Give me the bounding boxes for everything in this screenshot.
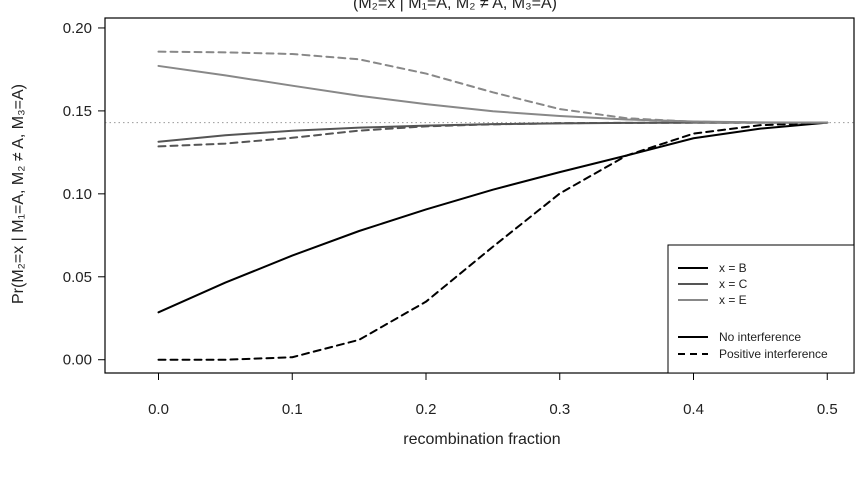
chart-title: (M₂=x | M₁=A, M₂ ≠ A, M₃=A) (353, 0, 557, 12)
series-line-2 (157, 121, 829, 143)
x-tick-label: 0.4 (683, 401, 704, 418)
y-tick-label: 0.15 (63, 103, 92, 120)
legend-label: x = B (719, 261, 747, 275)
x-axis-title: recombination fraction (403, 431, 560, 448)
x-tick-label: 0.0 (148, 401, 169, 418)
series-line-0 (157, 121, 829, 314)
series-layer (157, 50, 829, 361)
x-axis: 0.0 0.1 0.2 0.3 0.4 0.5 (148, 372, 838, 418)
y-tick-label: 0.10 (63, 186, 92, 203)
series-line-3 (157, 121, 829, 148)
legend: x = B x = C x = E No interference Positive i… (667, 244, 855, 374)
x-tick-label: 0.5 (817, 401, 838, 418)
x-tick-label: 0.2 (416, 401, 437, 418)
series-line-5 (157, 50, 829, 124)
legend-label: x = E (719, 293, 747, 307)
legend-label: No interference (719, 330, 801, 344)
y-axis-title: Pr(M₂=x | M₁=A, M₂ ≠ A, M₃=A) (10, 84, 27, 304)
series-line-1 (157, 121, 829, 361)
y-tick-label: 0.05 (63, 269, 92, 286)
legend-label: x = C (719, 277, 748, 291)
legend-label: Positive interference (719, 347, 828, 361)
chart-title-fragment: (M₂=x | M₁=A, M₂ ≠ A, M₃=A) (353, 0, 557, 12)
y-axis: 0.00 0.05 0.10 0.15 0.20 (63, 20, 106, 369)
x-tick-label: 0.3 (549, 401, 570, 418)
legend-box (667, 244, 855, 374)
series-line-4 (157, 64, 829, 124)
x-tick-label: 0.1 (282, 401, 303, 418)
y-tick-label: 0.00 (63, 352, 92, 369)
y-tick-label: 0.20 (63, 20, 92, 37)
